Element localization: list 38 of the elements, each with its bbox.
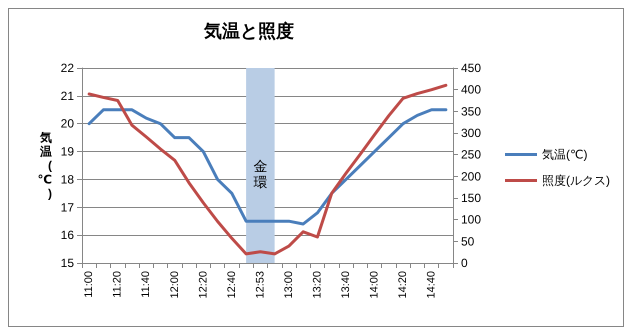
x-tick-label: 11:00: [83, 271, 96, 298]
x-tick-label: 11:20: [112, 271, 124, 298]
legend-label: 照度(ルクス): [542, 174, 610, 188]
y2-tick-label: 400: [461, 82, 482, 97]
y2-tick-label: 150: [461, 191, 482, 205]
y2-tick-label: 0: [461, 256, 468, 270]
y-tick-label: 21: [60, 88, 74, 103]
line-series: [88, 108, 448, 226]
x-tick-label: 14:20: [397, 271, 410, 299]
x-tick-label: 14:40: [426, 271, 438, 299]
chart-title: 気温と照度: [203, 21, 294, 41]
y-axis-title: 気温(℃): [37, 130, 52, 200]
y-tick-label: 17: [60, 200, 74, 214]
y2-tick-label: 450: [461, 61, 482, 75]
annotation: 金環: [253, 158, 268, 190]
y2-tick-label: 350: [461, 104, 482, 118]
y-tick-label: 22: [60, 61, 74, 75]
x-tick-label: 12:20: [197, 271, 210, 299]
x-tick-label: 11:40: [140, 271, 152, 298]
x-tick-label: 13:00: [282, 271, 295, 299]
y-tick-label: 19: [60, 144, 74, 159]
y2-tick-label: 200: [461, 169, 482, 184]
y2-tick-label: 250: [461, 148, 482, 162]
x-tick-label: 14:00: [368, 271, 381, 299]
x-tick-label: 13:40: [340, 271, 352, 299]
x-tick-label: 12:00: [168, 271, 181, 299]
y2-tick-label: 300: [461, 126, 482, 140]
y2-tick-label: 50: [461, 234, 475, 248]
y-tick-label: 18: [60, 172, 74, 186]
x-tick-label: 12:53: [254, 271, 266, 299]
y-tick-label: 15: [60, 256, 74, 270]
y2-tick-label: 100: [461, 212, 482, 227]
y-tick-label: 16: [60, 228, 74, 242]
line-series: [88, 84, 448, 256]
y-tick-label: 20: [60, 116, 74, 131]
x-tick-label: 13:20: [311, 271, 324, 299]
x-tick-label: 12:40: [226, 271, 238, 299]
legend-label: 気温(℃): [542, 148, 588, 162]
